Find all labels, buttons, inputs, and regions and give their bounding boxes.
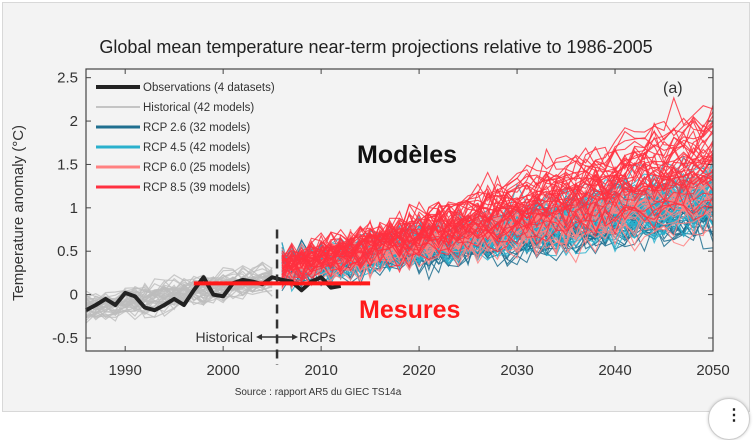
legend: Observations (4 datasets) Historical (42 … [96,82,275,194]
rcp-model-line [281,124,714,279]
legend-label: RCP 8.5 (39 models) [143,182,250,194]
models-annotation: Modèles [357,141,457,169]
historical-model-line [85,264,273,302]
measures-annotation: Mesures [359,296,460,324]
x-tick-label: 2030 [500,362,533,379]
rcp-model-line [281,165,714,264]
x-tick-label: 2010 [304,362,337,379]
legend-label: RCP 2.6 (32 models) [143,122,250,134]
rcp-model-line [281,104,714,281]
rcp-model-line [281,165,714,282]
rcp-model-line [281,172,714,286]
y-tick-label: 2 [70,113,78,130]
rcp-model-line [281,139,714,278]
source-note: Source : rapport AR5 du GIEC TS14a [235,387,402,398]
observations-series [85,275,342,313]
image-frame: Global mean temperature near-term projec… [2,2,750,412]
legend-label: Historical (42 models) [143,102,254,114]
rcp-series [281,96,714,293]
y-tick-label: 0 [70,287,78,304]
x-tick-label: 2000 [206,362,239,379]
historical-series [85,261,273,324]
y-tick-label: 1.5 [57,156,78,173]
historical-label: Historical [195,329,253,345]
rcps-label: RCPs [299,329,336,345]
historical-model-line [85,289,273,321]
plot-frame [85,68,714,352]
more-vertical-icon: ⋮ [726,407,742,424]
x-tick-label: 2050 [696,362,729,379]
axis-ticks: 1990 2000 2010 2020 2030 2040 2050 -0.5 0 0.5 1 1.5… [52,69,730,379]
x-tick-label: 1990 [109,362,142,379]
y-tick-label: 0.5 [57,243,78,260]
panel-label: (a) [663,80,683,97]
legend-label: RCP 6.0 (25 models) [143,162,250,174]
chart-title: Global mean temperature near-term projec… [99,37,652,57]
legend-label: RCP 4.5 (42 models) [143,142,250,154]
double-arrow-icon [256,334,299,340]
rcp-model-line [281,174,714,281]
y-tick-label: -0.5 [52,330,78,347]
y-tick-label: 1 [70,200,78,217]
y-tick-label: 2.5 [57,70,78,87]
y-axis-label: Temperature anomaly (°C) [10,125,27,301]
rcp-model-line [281,186,714,277]
temperature-chart: Global mean temperature near-term projec… [10,37,730,398]
x-tick-label: 2040 [598,362,631,379]
x-tick-label: 2020 [402,362,435,379]
rcp-model-line [281,162,714,273]
more-options-button[interactable]: ⋮ [708,398,750,440]
observations-line [85,275,342,313]
rcp-model-line [281,124,714,269]
legend-label: Observations (4 datasets) [143,82,275,94]
